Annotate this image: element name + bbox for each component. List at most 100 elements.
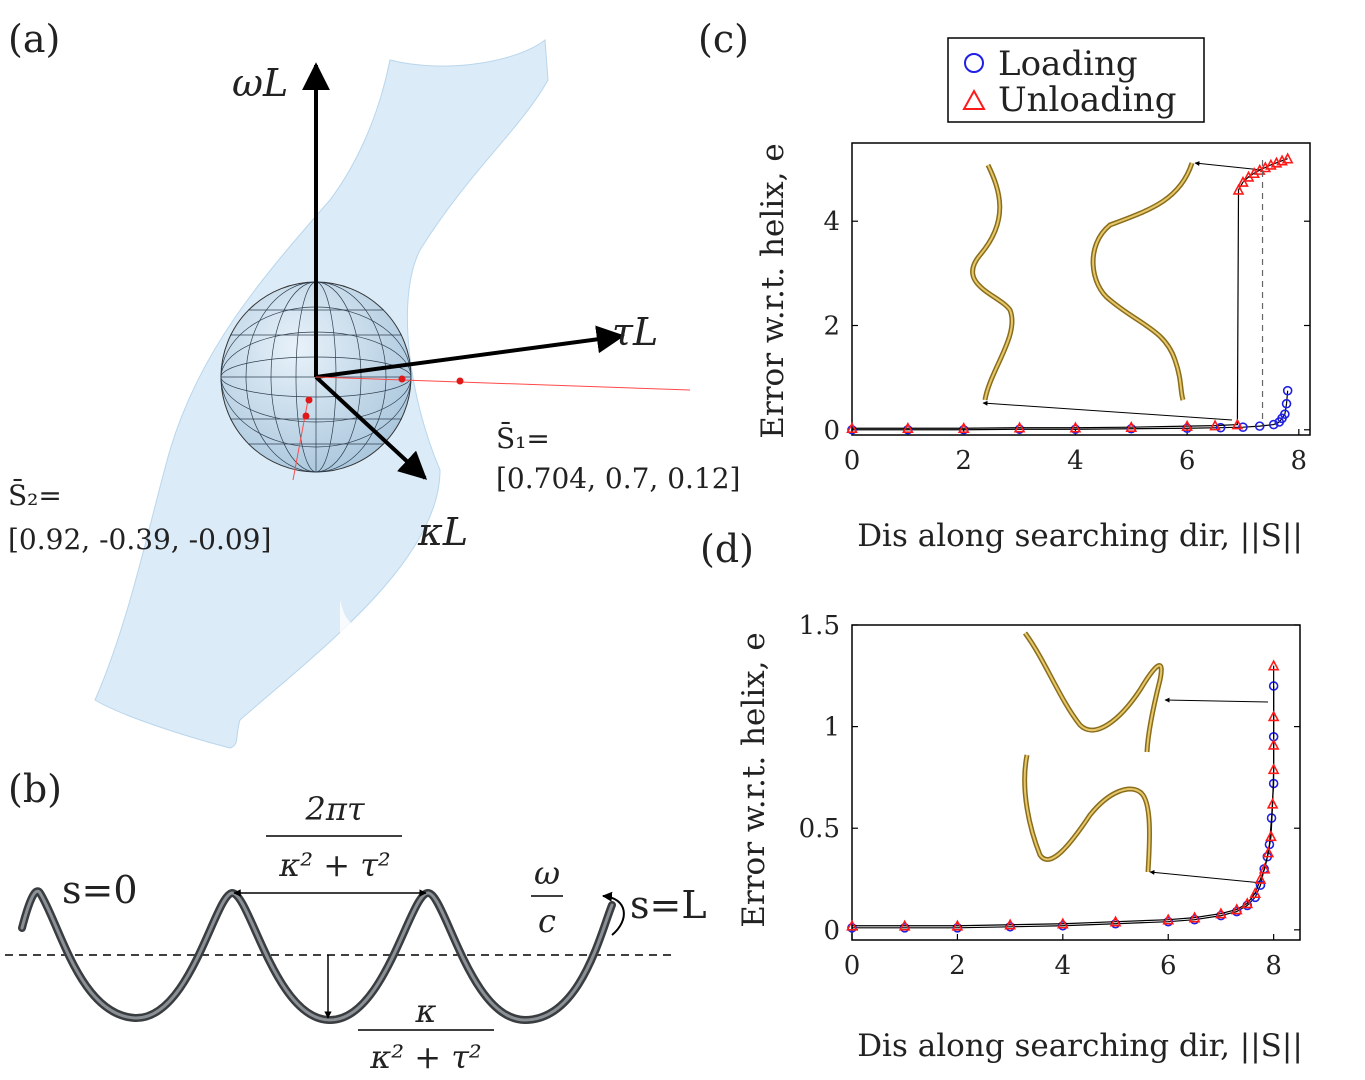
chart-c-unloading-point: [957, 422, 970, 434]
chart-d-unloading-point: [1188, 911, 1201, 923]
chart-d-unloading-point: [1249, 887, 1262, 899]
legend-loading-label: Loading: [998, 44, 1138, 84]
chart-c-frame: [851, 142, 1311, 436]
chart-d-unloading-point: [1004, 918, 1016, 930]
chart-d-unloading-point: [1262, 846, 1275, 858]
s1-label: S̄₁=: [496, 421, 550, 455]
chart-c-unloading-point: [846, 422, 858, 434]
chart-c-xtick-label: 2: [955, 446, 972, 476]
chart-c-ylabel: Error w.r.t. helix, e: [755, 143, 791, 438]
chart-d-unloading-point: [1254, 872, 1267, 884]
chart-d-ytick-label: 1: [823, 713, 840, 743]
chart-d-unloading-point: [1266, 797, 1279, 809]
chart-c-ytick-label: 4: [823, 207, 840, 237]
chart-c-xtick-label: 8: [1291, 446, 1308, 476]
chart-d-unloading-point: [1258, 862, 1271, 874]
chart-d-ytick-label: 0.5: [799, 814, 840, 844]
panel-a-label: (a): [8, 17, 60, 61]
omega-axis-label: ωL: [232, 61, 288, 105]
chart-c-loading-point: [1281, 398, 1292, 409]
tau-axis: [315, 325, 625, 379]
chart-d-loading-line: [852, 685, 1275, 929]
chart-c-unloading-point: [1231, 418, 1244, 430]
rate-denominator: c: [538, 902, 556, 940]
chart-d-unloading-point: [1265, 830, 1277, 842]
chart-c-unloading-point: [1281, 152, 1294, 164]
sL-label: s=L: [630, 883, 707, 927]
chart-d-xtick-label: 4: [1055, 951, 1072, 981]
rate-numerator: ω: [534, 854, 560, 892]
chart-d-unloading-point: [1215, 907, 1227, 919]
chart-c-inset-rods: [970, 160, 1263, 421]
chart-c-ticks: 0 2 4 6 8 0 2 4: [823, 207, 1310, 476]
legend: Loading Unloading: [947, 37, 1205, 123]
chart-c-loading-point: [1254, 421, 1265, 431]
chart-d-unloading-line: [852, 665, 1275, 927]
chart-c-unloading-line: [852, 158, 1288, 429]
chart-c-xlabel: Dis along searching dir, ||S||: [857, 518, 1303, 554]
chart-c-unloading-point: [1237, 175, 1249, 187]
chart-d-unloading-point: [951, 919, 964, 931]
chart-c-xtick-label: 0: [844, 446, 861, 476]
chart-d-unloading-point: [1056, 917, 1069, 929]
chart-d-xlabel: Dis along searching dir, ||S||: [857, 1028, 1303, 1064]
amplitude-numerator: κ: [415, 992, 437, 1030]
wavelength-denominator: κ² + τ²: [278, 846, 391, 884]
panel-d: (d) 0 2 4 6 8 0 0.5 1 1.5 Dis along searching di…: [700, 527, 1303, 1064]
chart-d-xtick-label: 8: [1265, 951, 1282, 981]
s1-ray: [315, 376, 691, 391]
chart-d-frame: [851, 624, 1301, 941]
inset-pointer-d-bottom: [1149, 869, 1263, 884]
legend-unloading-marker: [962, 88, 986, 110]
chart-d-unloading-point: [1109, 915, 1122, 927]
chart-d-ytick-label: 0: [823, 916, 840, 946]
chart-c-loading-point: [1280, 409, 1290, 419]
chart-d-ylabel: Error w.r.t. helix, e: [736, 632, 772, 927]
rotation-arrow: [602, 891, 625, 936]
legend-box: [947, 37, 1205, 123]
panel-c-label: (c): [698, 17, 749, 61]
inset-rod-d-top: [1022, 631, 1164, 753]
chart-c-unloading-point: [1181, 419, 1193, 431]
chart-c-ytick-label: 2: [823, 312, 840, 342]
kappa-axis: [314, 375, 428, 480]
chart-c-xtick-label: 4: [1067, 446, 1084, 476]
chart-c-xtick-label: 6: [1179, 446, 1196, 476]
wavelength-numerator: 2πτ: [304, 790, 365, 828]
panel-d-label: (d): [700, 527, 754, 571]
chart-c-loading-point: [1215, 422, 1226, 433]
inset-rod-d-top-highlight: [1024, 632, 1163, 753]
s1-value: [0.704, 0.7, 0.12]: [496, 462, 740, 495]
chart-d-unloading-point: [1241, 897, 1254, 909]
inset-pointer-d-top: [1164, 697, 1269, 703]
chart-c-unloading-point: [1232, 183, 1245, 195]
s2-point-a: [305, 396, 313, 404]
chart-d-marks: [846, 659, 1280, 933]
chart-c-unloading-point: [902, 422, 914, 434]
chart-d-unloading-point: [1230, 903, 1243, 915]
chart-d-unloading-point: [1267, 710, 1280, 722]
chart-c-unloading-point: [1125, 420, 1138, 432]
chart-d-loading-point: [1255, 880, 1266, 890]
chart-c-loading-point: [1268, 419, 1279, 430]
chart-d-xtick-label: 0: [844, 951, 861, 981]
inset-rod-c-left-highlight: [971, 164, 1013, 401]
chart-c-loading-line: [852, 390, 1289, 431]
inset-rod-c-right-highlight: [1092, 162, 1193, 401]
surface-notch: [340, 600, 360, 660]
kappa-axis-label: κL: [417, 510, 468, 554]
inset-rod-d-bottom-highlight: [1023, 754, 1151, 873]
chart-c-unloading-point: [1069, 421, 1082, 433]
chart-d-xtick-label: 6: [1160, 951, 1177, 981]
s1-point-surface: [456, 377, 464, 385]
chart-d-ytick-label: 1.5: [799, 611, 840, 641]
chart-d-unloading-point: [1267, 763, 1280, 775]
helix-rod-highlight: [20, 889, 614, 1022]
chart-d-ticks: 0 2 4 6 8 0 0.5 1 1.5: [799, 611, 1300, 981]
chart-c-marks: [846, 152, 1294, 435]
panel-c: (c) Loading Unloading 0 2 4 6 8 0 2 4 Dis along…: [698, 17, 1311, 554]
chart-d-unloading-point: [1267, 659, 1280, 671]
chart-d-unloading-point: [846, 919, 858, 931]
